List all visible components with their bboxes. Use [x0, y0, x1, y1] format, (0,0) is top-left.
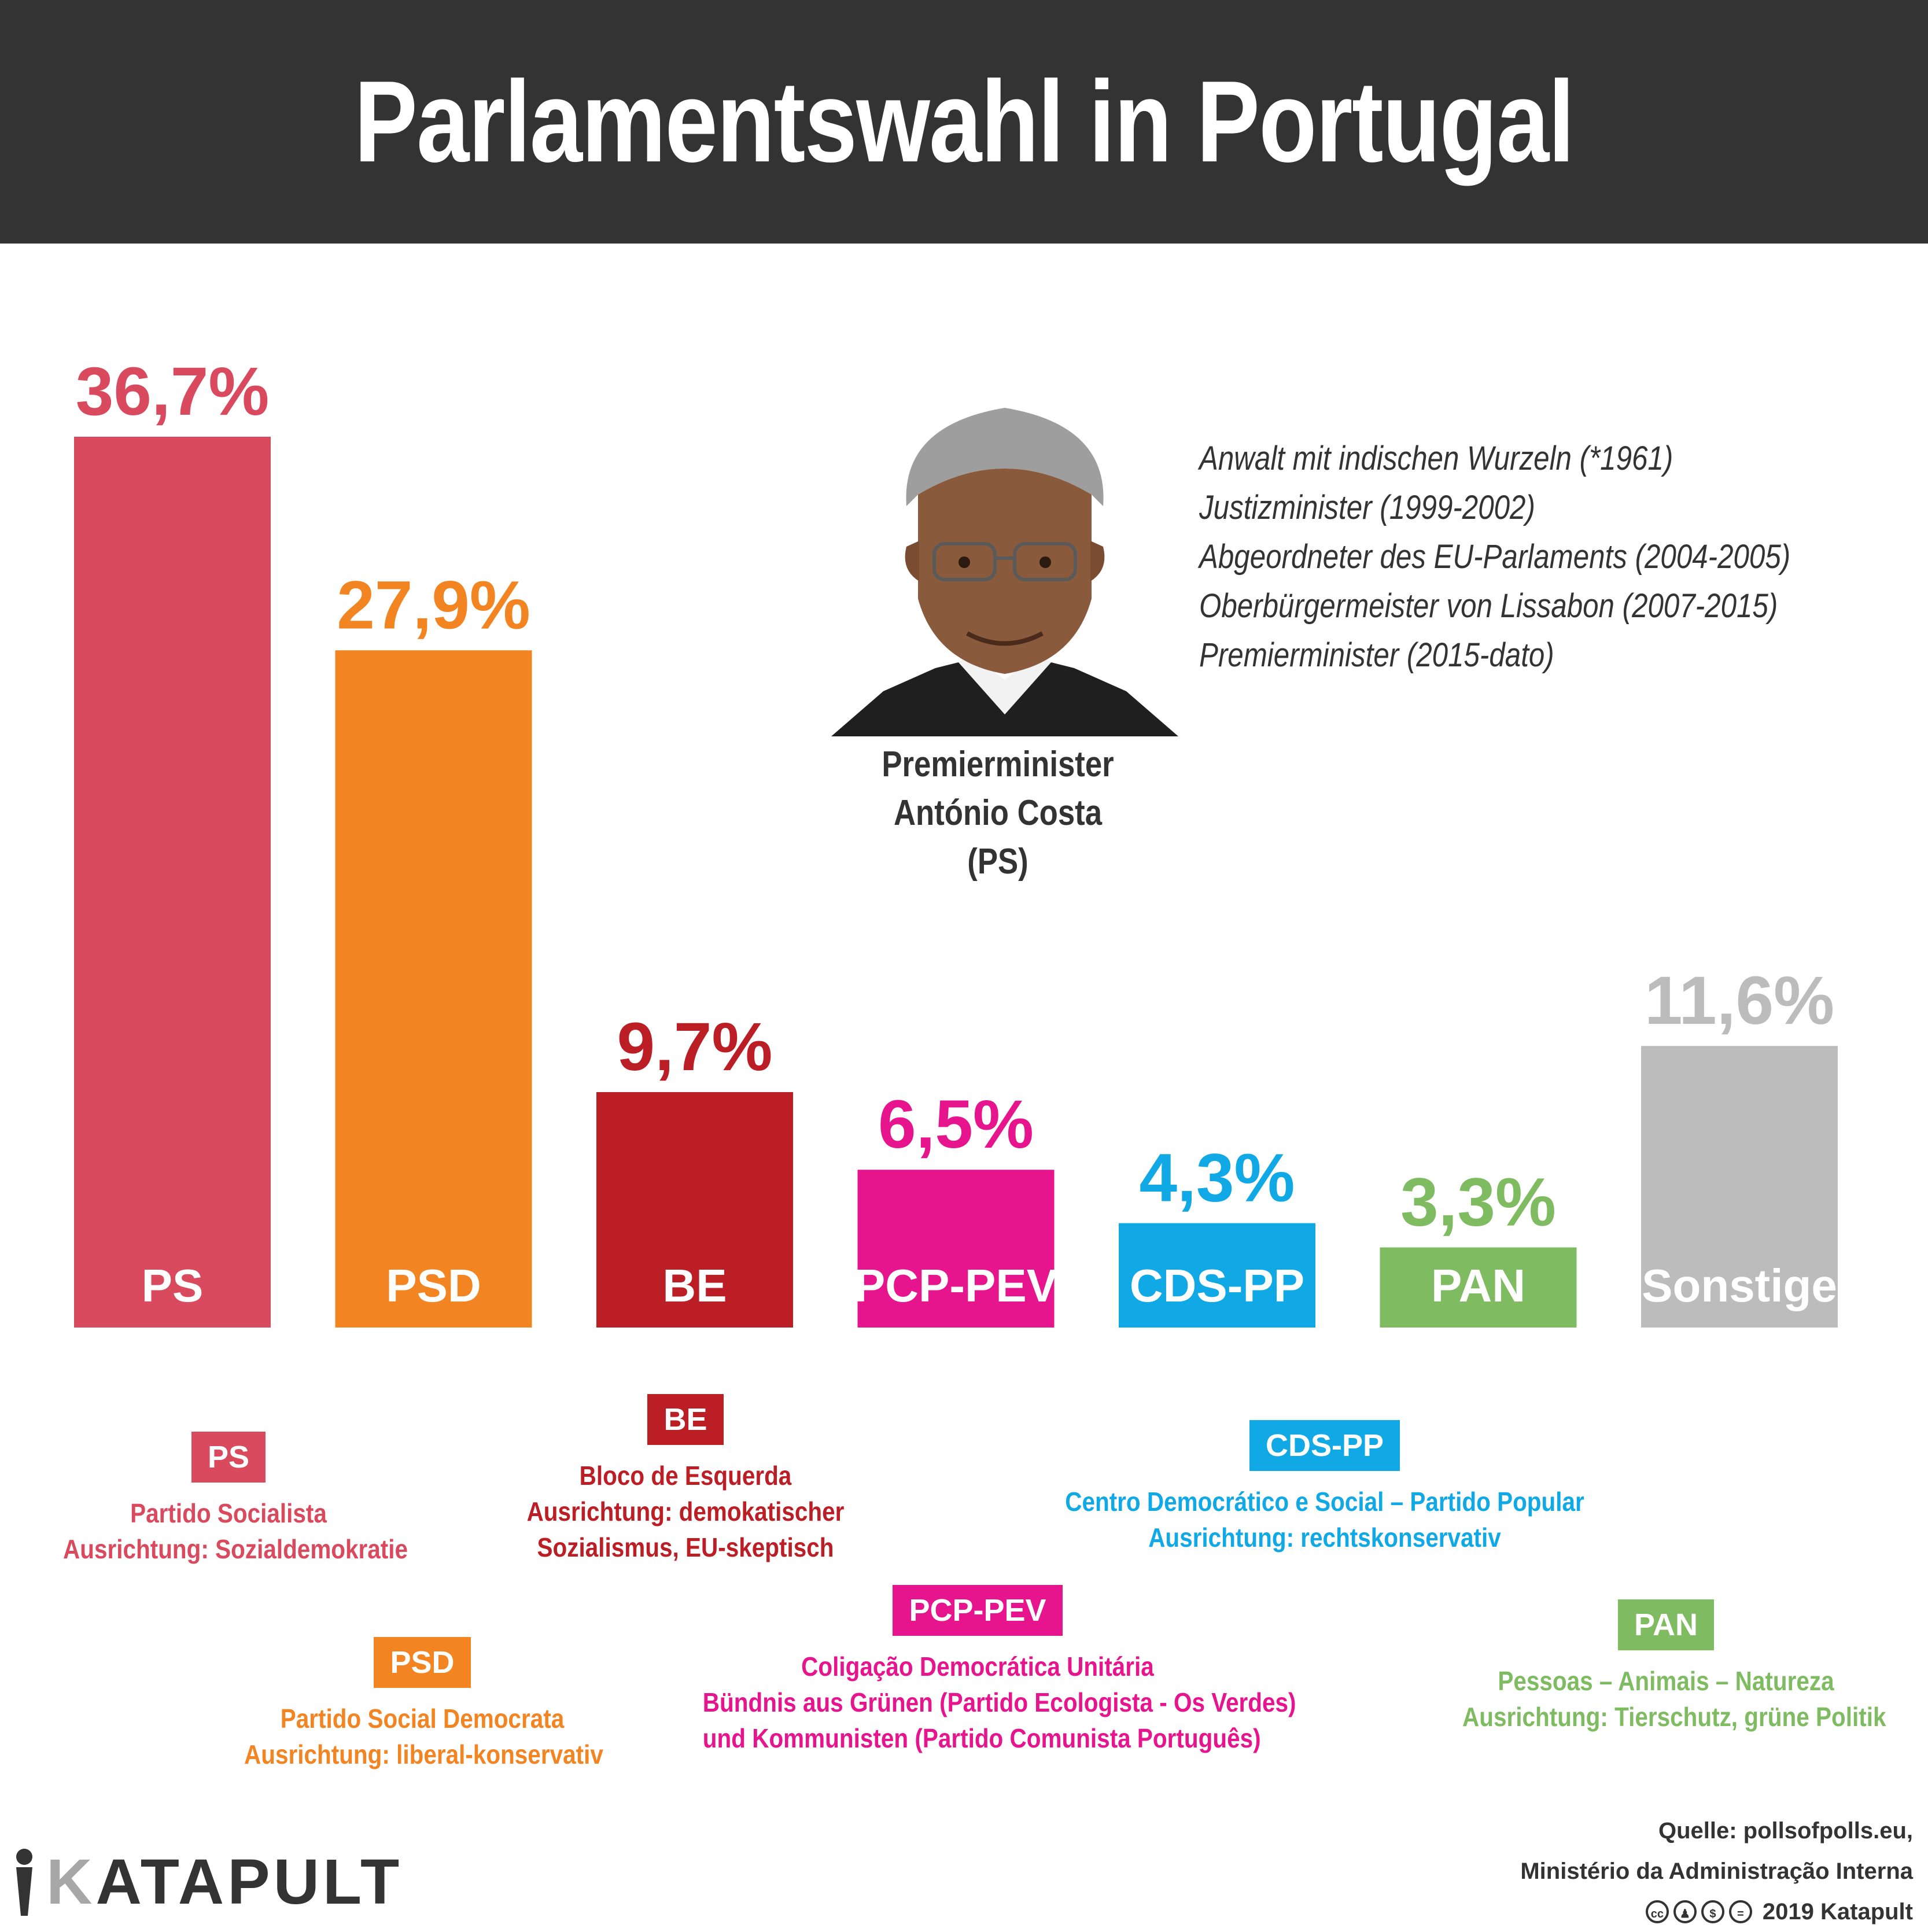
legend-line: Centro Democrático e Social – Partido Po… — [1065, 1487, 1584, 1517]
nc-icon: $ — [1701, 1900, 1724, 1923]
katapult-logo: KATAPULT — [13, 1845, 403, 1919]
by-icon: ♟ — [1673, 1900, 1697, 1923]
bar-pan — [1380, 1247, 1577, 1328]
value-label: 3,3% — [1400, 1164, 1556, 1241]
legend-line: Partido Social Democrata — [280, 1704, 565, 1734]
legend-badge-pcp-pev: PCP-PEV — [893, 1585, 1063, 1636]
legend-line: Ausrichtung: Sozialdemokratie — [63, 1534, 408, 1564]
legend-be: BE Bloco de Esquerda Ausrichtung: demoka… — [497, 1394, 873, 1565]
bio-line: Abgeordneter des EU-Parlaments (2004-200… — [1199, 538, 1791, 576]
logo-wordmark: KATAPULT — [46, 1846, 403, 1918]
value-label: 36,7% — [76, 353, 270, 430]
portrait-image — [831, 408, 1178, 736]
bar-chart: 36,7% PS 27,9% PSD 9,7% BE 6,5% PCP-PEV 4,3% CDS-… — [74, 353, 1838, 1328]
license-row: cc ♟ $ = 2019 Katapult — [1520, 1892, 1913, 1932]
bar-pcp-pev — [857, 1170, 1055, 1328]
category-label: PCP-PEV — [854, 1260, 1057, 1311]
legend-line: Bloco de Esquerda — [579, 1461, 792, 1491]
premier-caption: Premierminister António Costa (PS) — [798, 740, 1197, 886]
legend-badge-be: BE — [647, 1394, 724, 1445]
legend-line: Bündnis aus Grünen (Partido Ecologista -… — [702, 1687, 1296, 1717]
bio-line: Oberbürgermeister von Lissabon (2007-201… — [1199, 587, 1778, 625]
bar-sonstige — [1641, 1046, 1838, 1328]
premier-role: Premierminister — [882, 744, 1114, 784]
value-label: 27,9% — [337, 567, 530, 643]
bar-ps — [74, 437, 271, 1328]
legend-pan: PAN Pessoas – Animais – Natureza Ausrich… — [1435, 1599, 1897, 1735]
legend-psd: PSD Partido Social Democrata Ausrichtung… — [220, 1637, 625, 1772]
legend-badge-pan: PAN — [1617, 1599, 1714, 1650]
legend-line: Sozialismus, EU-skeptisch — [537, 1532, 834, 1562]
value-label: 6,5% — [878, 1086, 1034, 1163]
catapult-icon — [16, 1848, 32, 1916]
bio-line: Justizminister (1999-2002) — [1199, 489, 1535, 526]
page-title: Parlamentswahl in Portugal — [354, 57, 1575, 186]
copyright: 2019 Katapult — [1762, 1899, 1913, 1924]
legend-line: Ausrichtung: liberal-konservativ — [244, 1739, 603, 1769]
source-note: Quelle: pollsofpolls.eu, Ministério da A… — [1520, 1811, 1913, 1932]
legend-badge-psd: PSD — [374, 1637, 471, 1688]
legend-line: Ausrichtung: Tierschutz, grüne Politik — [1462, 1702, 1886, 1732]
legend-line: und Kommunisten (Partido Comunista Portu… — [702, 1723, 1261, 1753]
legend-line: Partido Socialista — [130, 1498, 327, 1528]
legend-line: Ausrichtung: demokatischer — [526, 1496, 845, 1527]
title-banner: Parlamentswahl in Portugal — [0, 0, 1928, 244]
legend-badge-cds-pp: CDS-PP — [1249, 1420, 1400, 1471]
source-line: Quelle: pollsofpolls.eu, — [1658, 1818, 1913, 1843]
legend-line: Pessoas – Animais – Natureza — [1498, 1666, 1834, 1696]
legend-pcp-pev: PCP-PEV Coligação Democrática Unitária B… — [665, 1585, 1296, 1756]
nd-icon: = — [1728, 1900, 1752, 1923]
value-label: 11,6% — [1645, 963, 1834, 1039]
bar-psd — [335, 650, 532, 1328]
bio-line: Anwalt mit indischen Wurzeln (*1961) — [1199, 440, 1673, 477]
bio-line: Premierminister (2015-dato) — [1199, 636, 1554, 674]
bar-cds-pp — [1119, 1223, 1315, 1328]
bar-be — [596, 1092, 793, 1328]
value-label: 4,3% — [1140, 1140, 1295, 1216]
cc-icon: cc — [1645, 1900, 1669, 1923]
legend-ps: PS Partido Socialista Ausrichtung: Sozia… — [40, 1432, 416, 1567]
category-label: PSD — [386, 1260, 481, 1311]
category-label: BE — [662, 1260, 727, 1311]
legend-badge-ps: PS — [191, 1432, 266, 1483]
premier-name: António Costa — [893, 793, 1103, 833]
premier-bio: Anwalt mit indischen Wurzeln (*1961) Jus… — [1199, 434, 1893, 680]
source-line: Ministério da Administração Interna — [1520, 1859, 1913, 1884]
legend-cds-pp: CDS-PP Centro Democrático e Social – Par… — [1030, 1420, 1620, 1555]
legend-line: Coligação Democrática Unitária — [801, 1651, 1154, 1682]
value-label: 9,7% — [617, 1009, 773, 1085]
category-label: PS — [142, 1260, 204, 1311]
category-label: Sonstige — [1642, 1260, 1837, 1311]
category-label: PAN — [1431, 1260, 1525, 1311]
premier-party: (PS) — [967, 842, 1028, 882]
category-label: CDS-PP — [1130, 1260, 1304, 1311]
legend-line: Ausrichtung: rechtskonservativ — [1148, 1522, 1501, 1553]
